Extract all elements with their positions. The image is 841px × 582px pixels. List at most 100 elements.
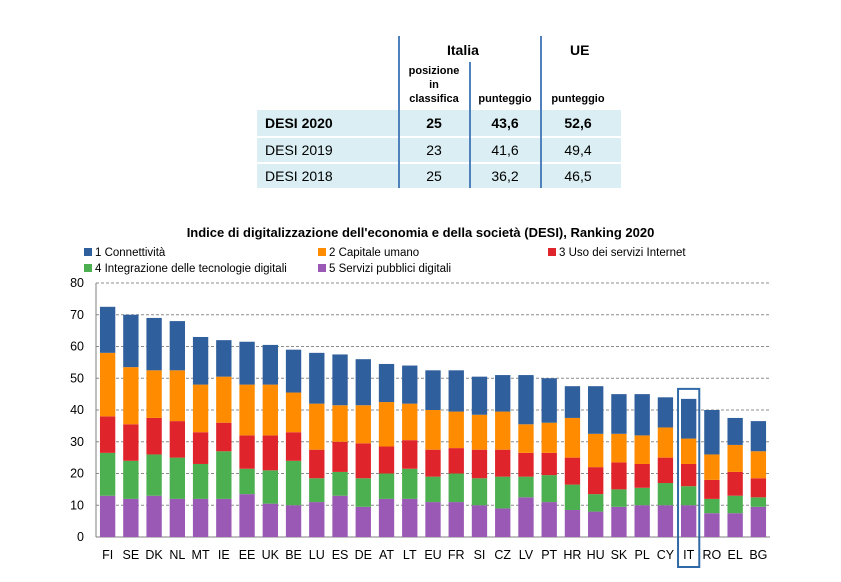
legend-label: 1 Connettività [95,247,166,259]
row-label: DESI 2020 [265,115,333,131]
bar-segment [541,502,557,537]
bar-segment [285,432,302,461]
bar-segment [378,498,395,537]
bar-segment [588,494,604,512]
bar-segment [355,359,371,406]
row-posizione: 23 [426,142,442,158]
bar-segment [146,370,162,418]
bar-segment [425,410,441,450]
bar-segment [355,506,371,537]
table-divider-3 [540,36,542,188]
bar-segment [262,470,278,504]
x-tick-label: UK [262,548,280,562]
row-band-desi-2020 [257,110,621,136]
bar-segment [541,422,557,453]
bar-segment [471,449,488,479]
bar-segment [564,510,581,537]
bar-segment [680,463,697,487]
x-tick-label: PT [541,548,557,562]
bar-segment [471,478,488,506]
y-tick-label: 50 [70,371,84,385]
legend-swatch [318,248,326,256]
row-band-desi-2018 [257,164,621,188]
col-punteggio-ue-header: punteggio [551,93,605,105]
row-punteggio: 43,6 [491,115,519,131]
bar-segment [192,336,209,385]
bar-segment [634,505,650,537]
y-tick-label: 70 [70,308,84,322]
row-posizione: 25 [426,168,442,184]
bar-segment [448,502,464,537]
bar-segment [192,498,209,537]
bar-segment [448,411,464,449]
bar-segment [727,444,743,472]
bar-segment [192,384,209,433]
bar-segment [378,446,395,474]
x-tick-label: ES [332,548,349,562]
bar-segment [518,424,534,453]
x-tick-label: NL [169,548,185,562]
legend-label: 4 Integrazione delle tecnologie digitali [95,263,287,275]
bar-segment [285,349,302,393]
x-tick-label: SE [123,548,140,562]
bar-segment [262,435,278,471]
desi-summary-table: Italia UE posizione in classifica punteg… [257,36,621,188]
row-punteggio: 36,2 [491,168,519,184]
bar-segment [471,376,488,415]
bar-segment [634,394,650,436]
bar-segment [239,494,255,537]
bar-segment [169,498,186,537]
x-tick-label: CY [657,548,675,562]
bar-segment [448,370,464,412]
bar-segment [564,484,581,511]
bar-segment [192,432,209,464]
bar-segment [634,463,650,488]
bar-segment [425,476,441,503]
bar-segment [588,467,604,495]
x-tick-label: EL [727,548,742,562]
legend-swatch [548,248,556,256]
col-posizione-header: posizione in classifica [400,64,468,106]
table-divider-1 [398,36,400,188]
bar-segment [704,498,720,514]
bar-segment [378,402,395,447]
bar-segment [99,352,116,417]
x-tick-label: HU [587,548,605,562]
bar-segment [704,454,720,480]
bar-segment [146,495,162,537]
bar-segment [332,441,348,472]
bar-segment [216,451,232,499]
x-tick-label: FR [448,548,465,562]
bar-segment [123,460,139,499]
bar-segment [169,421,186,458]
bar-segment [518,452,534,477]
bar-segment [239,384,255,436]
y-tick-label: 10 [70,498,84,512]
x-tick-label: SI [474,548,486,562]
bar-segment [750,506,767,537]
bar-segment [146,454,162,496]
x-tick-label: MT [192,548,210,562]
bar-segment [123,367,139,425]
y-tick-label: 20 [70,467,84,481]
bar-segment [727,495,743,514]
bar-segment [123,498,139,537]
bar-segment [216,376,232,423]
bar-segment [146,317,162,371]
ue-header: UE [570,42,590,58]
y-tick-label: 30 [70,435,84,449]
bar-segment [402,365,418,404]
bar-segment [657,505,674,537]
bar-segment [704,513,720,537]
x-tick-label: FI [102,548,113,562]
bar-segment [495,508,511,537]
bar-segment [657,483,674,506]
y-tick-label: 60 [70,340,84,354]
bar-segment [309,352,325,404]
bar-segment [657,457,674,484]
bar-segment [355,478,371,507]
bar-segment [216,340,232,377]
x-tick-label: IE [218,548,230,562]
bar-segment [611,433,627,463]
